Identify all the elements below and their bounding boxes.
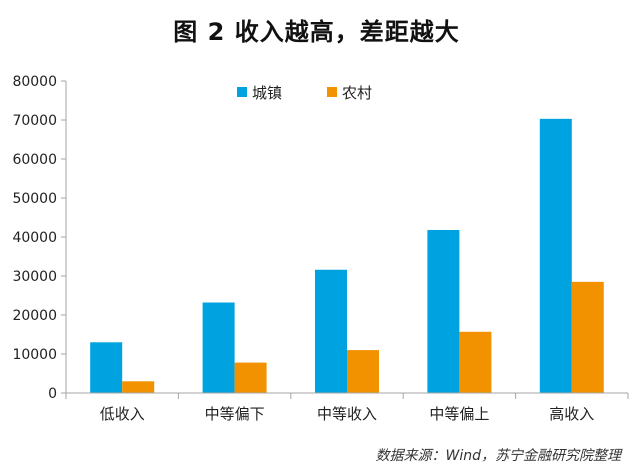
x-category-label: 高收入 xyxy=(549,405,594,423)
bars xyxy=(90,118,604,393)
rural-bar xyxy=(122,381,155,393)
urban-bar xyxy=(315,269,347,393)
rural-bar xyxy=(459,331,492,393)
y-tick-label: 80000 xyxy=(12,74,57,90)
legend-swatch xyxy=(327,87,337,97)
y-tick-label: 50000 xyxy=(12,191,57,207)
y-tick-label: 0 xyxy=(48,386,57,402)
rural-bar xyxy=(347,350,379,393)
legend-item-urban: 城镇 xyxy=(252,84,282,102)
legend-swatch xyxy=(237,87,247,97)
x-category-label: 中等偏上 xyxy=(429,405,489,423)
y-tick-label: 10000 xyxy=(12,347,57,363)
source-note: 数据来源：Wind，苏宁金融研究院整理 xyxy=(375,448,622,464)
x-axis-labels: 低收入 中等偏下 中等收入 中等偏上 高收入 xyxy=(100,405,595,423)
y-tick-label: 20000 xyxy=(12,308,57,324)
x-category-label: 低收入 xyxy=(100,405,145,423)
urban-bar xyxy=(539,118,572,393)
rural-bar xyxy=(234,362,267,393)
urban-bar xyxy=(202,302,235,393)
chart-title: 图 2 收入越高，差距越大 xyxy=(173,18,460,46)
rural-bar xyxy=(571,281,604,393)
x-category-label: 中等偏下 xyxy=(205,405,265,423)
y-axis-ticks: 0 10000 20000 30000 40000 50000 60000 70000 8000… xyxy=(12,74,66,402)
urban-bar xyxy=(90,342,123,393)
y-tick-label: 40000 xyxy=(12,230,57,246)
x-category-label: 中等收入 xyxy=(317,405,377,423)
legend: 城镇 农村 xyxy=(237,84,372,102)
y-tick-label: 30000 xyxy=(12,269,57,285)
urban-bar xyxy=(427,229,460,393)
y-tick-label: 60000 xyxy=(12,152,57,168)
axes xyxy=(65,81,629,399)
legend-item-rural: 农村 xyxy=(342,84,372,102)
y-tick-label: 70000 xyxy=(12,113,57,129)
